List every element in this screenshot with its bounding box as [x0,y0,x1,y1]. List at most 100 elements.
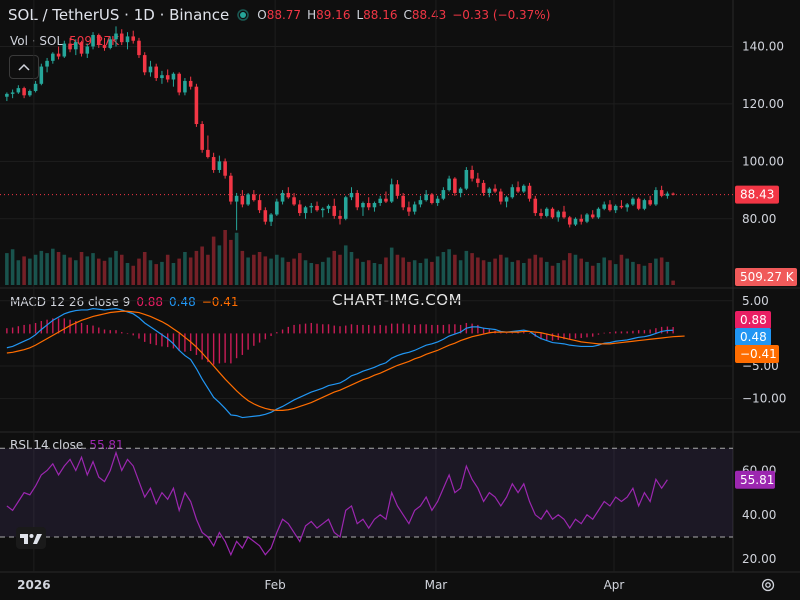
volume-bar [275,254,279,285]
volume-bar [252,254,256,285]
candle-body [131,36,136,41]
volume-bar [556,263,561,285]
macd-histogram-bar [620,331,623,334]
macd-histogram-bar [419,324,422,334]
candle-body [240,195,245,205]
volume-bar [315,264,319,285]
macd-histogram-bar [299,324,301,334]
volume-bar [527,258,532,285]
candle-body [366,203,371,208]
volume-bar [590,265,595,285]
macd-histogram-bar [574,333,577,339]
candle-body [585,214,589,222]
candle-body [401,195,405,208]
macd-histogram-bar [103,329,106,334]
macd-histogram-bar [166,333,169,348]
macd-histogram-bar [230,333,232,364]
volume-bar [229,239,233,285]
macd-histogram-bar [201,333,203,360]
macd-histogram-bar [287,326,290,334]
volume-bar [165,254,170,285]
volume-bar [79,252,84,285]
macd-histogram-bar [500,332,502,334]
macd-histogram-bar [488,329,491,334]
candle-body [378,198,382,204]
candle-body [137,40,141,56]
volume-bar [286,261,291,285]
volume-bar [177,258,181,285]
symbol-title[interactable]: SOL / TetherUS · 1D · Binance [8,6,230,24]
volume-bar [28,258,32,285]
macd-histogram-bar [528,333,531,334]
candle-body [39,66,44,84]
macd-histogram-bar [80,322,83,334]
last-price-tag-bg [735,185,779,204]
macd-histogram-bar [276,332,278,334]
candle-body [22,88,26,96]
collapse-legend-button[interactable] [9,55,39,79]
volume-bar [154,264,158,285]
macd-histogram-bar [34,322,37,334]
x-tick-label: 2026 [17,578,50,592]
candle-body [303,207,308,214]
volume-bar [412,260,417,285]
macd-histogram-bar [523,332,525,334]
macd-histogram-bar [172,333,175,349]
tradingview-logo [16,527,46,553]
candle-body [418,200,423,205]
volume-bar [320,261,325,285]
volume-bar [366,260,371,285]
macd-histogram-bar [57,318,60,334]
macd-histogram-bar [40,321,43,334]
candle-body [636,198,641,209]
price-tick-label: 140.00 [742,39,784,53]
macd-histogram-bar [505,333,508,334]
candle-body [45,60,49,67]
volume-bar [119,254,124,285]
volume-bar [160,261,164,285]
volume-bar [435,256,440,285]
macd-histogram-bar [304,323,307,334]
macd-histogram-bar [569,333,571,340]
candle-body [10,92,15,94]
candle-body [539,213,543,216]
macd-histogram-bar [540,333,542,340]
macd-histogram-bar [408,324,410,334]
macd-histogram-bar [373,325,376,334]
macd-histogram-bar [69,319,71,334]
rsi-line [6,450,668,557]
candle-body [102,45,107,48]
volume-bar [550,265,555,285]
macd-histogram-bar [224,333,226,363]
candle-body [671,193,675,195]
volume-bar [539,257,543,285]
candle-body [338,215,342,219]
volume-bar [585,261,589,285]
macd-histogram-bar [454,324,456,334]
macd-histogram-bar [322,324,324,334]
volume-bar [137,258,141,285]
candle-body [62,43,67,57]
volume-bar [51,248,55,285]
volume-bar [5,253,9,285]
candle-body [177,73,181,93]
macd-histogram-bar [448,324,450,334]
volume-bar [68,257,72,285]
volume-bar [579,258,584,285]
volume-bar [522,263,526,285]
macd-hist-tag-bg [735,311,771,329]
candle-body [355,192,360,208]
candle-body [430,194,434,204]
watermark: CHART-IMG.COM [332,291,463,309]
volume-bar [56,252,61,285]
macd-histogram-bar [247,333,249,350]
macd-histogram-bar [310,322,312,334]
macd-histogram-bar [385,325,387,334]
macd-histogram-bar [396,323,399,334]
candle-body [142,55,147,73]
volume-bar [608,260,612,285]
volume-bar [223,230,227,285]
settings-button[interactable] [760,577,776,597]
candle-body [280,192,285,202]
